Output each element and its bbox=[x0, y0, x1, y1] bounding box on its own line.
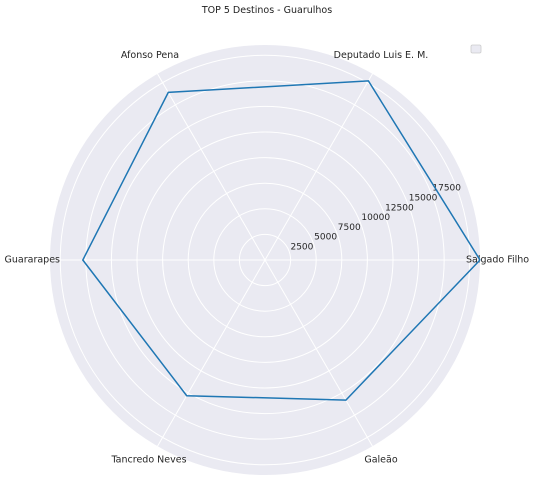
category-labels: Salgado Filho Deputado Luis E. M. Afonso P… bbox=[5, 50, 530, 465]
grid-spoke bbox=[264, 73, 373, 261]
legend-box bbox=[470, 44, 482, 54]
radial-tick-label: 12500 bbox=[385, 203, 414, 213]
chart-title: TOP 5 Destinos - Guarulhos bbox=[201, 5, 333, 16]
category-label: Salgado Filho bbox=[466, 255, 529, 266]
radial-tick-label: 2500 bbox=[290, 242, 313, 252]
radial-tick-label: 15000 bbox=[409, 193, 438, 203]
series-layer bbox=[81, 80, 481, 401]
category-label: Afonso Pena bbox=[121, 50, 179, 61]
grid-spoke bbox=[157, 259, 266, 447]
radial-tick-label: 17500 bbox=[432, 184, 461, 194]
category-label: Guararapes bbox=[5, 255, 61, 266]
category-label: Deputado Luis E. M. bbox=[334, 50, 429, 61]
grid-spoke bbox=[157, 73, 266, 261]
category-label: Galeão bbox=[364, 454, 397, 465]
category-label: Tancredo Neves bbox=[110, 454, 186, 465]
radial-tick-label: 10000 bbox=[361, 213, 390, 223]
grid-spoke bbox=[264, 259, 373, 447]
grid-spokes bbox=[50, 73, 480, 447]
radial-tick-label: 7500 bbox=[338, 223, 361, 233]
radial-tick-label: 5000 bbox=[314, 233, 337, 243]
